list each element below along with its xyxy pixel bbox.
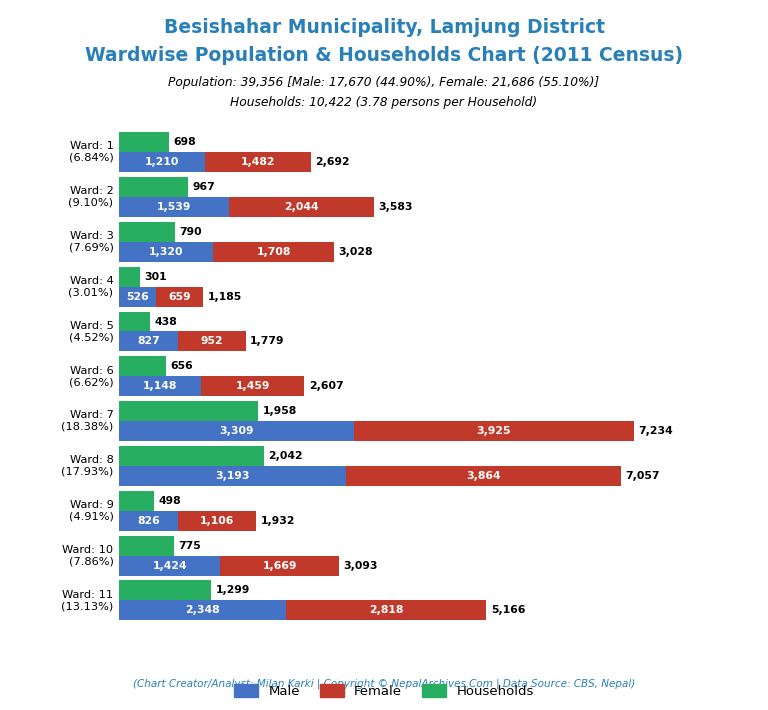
Text: 438: 438 — [154, 317, 177, 327]
Bar — [178, 332, 246, 351]
Bar — [205, 152, 310, 172]
Text: 1,424: 1,424 — [152, 560, 187, 571]
Bar — [119, 267, 141, 287]
Text: 3,583: 3,583 — [378, 202, 412, 212]
Text: Population: 39,356 [Male: 17,670 (44.90%), Female: 21,686 (55.10%)]: Population: 39,356 [Male: 17,670 (44.90%… — [168, 76, 600, 89]
Text: 3,193: 3,193 — [215, 471, 250, 481]
Bar — [119, 601, 286, 621]
Text: 1,932: 1,932 — [260, 515, 295, 525]
Bar — [119, 242, 213, 262]
Bar — [157, 287, 204, 307]
Bar — [119, 401, 258, 421]
Text: 7,234: 7,234 — [638, 426, 673, 436]
Text: (Chart Creator/Analyst: Milan Karki | Copyright © NepalArchives.Com | Data Sourc: (Chart Creator/Analyst: Milan Karki | Co… — [133, 678, 635, 689]
Text: 1,482: 1,482 — [240, 157, 275, 167]
Text: 2,044: 2,044 — [284, 202, 319, 212]
Text: 656: 656 — [170, 361, 193, 371]
Text: Households: 10,422 (3.78 persons per Household): Households: 10,422 (3.78 persons per Hou… — [230, 96, 538, 109]
Text: 1,669: 1,669 — [263, 560, 297, 571]
Bar — [220, 556, 339, 576]
Text: Wardwise Population & Households Chart (2011 Census): Wardwise Population & Households Chart (… — [85, 46, 683, 65]
Text: 1,106: 1,106 — [200, 515, 234, 525]
Text: 526: 526 — [127, 292, 149, 302]
Text: 659: 659 — [169, 292, 191, 302]
Text: 3,028: 3,028 — [339, 247, 373, 257]
Bar — [119, 287, 157, 307]
Text: 3,864: 3,864 — [466, 471, 501, 481]
Legend: Male, Female, Households: Male, Female, Households — [229, 679, 539, 704]
Text: 790: 790 — [180, 227, 202, 237]
Bar — [346, 466, 621, 486]
Bar — [119, 376, 200, 396]
Bar — [119, 466, 346, 486]
Text: 1,299: 1,299 — [216, 586, 250, 596]
Text: 952: 952 — [200, 337, 223, 346]
Text: 2,818: 2,818 — [369, 606, 403, 616]
Bar — [119, 152, 205, 172]
Text: 1,539: 1,539 — [157, 202, 191, 212]
Text: 1,459: 1,459 — [236, 381, 270, 391]
Bar — [119, 491, 154, 510]
Text: 1,708: 1,708 — [257, 247, 291, 257]
Bar — [229, 197, 374, 217]
Text: 1,148: 1,148 — [143, 381, 177, 391]
Bar — [119, 446, 264, 466]
Text: 826: 826 — [137, 515, 160, 525]
Text: 1,320: 1,320 — [149, 247, 184, 257]
Bar — [119, 535, 174, 556]
Text: 1,779: 1,779 — [250, 337, 284, 346]
Bar — [213, 242, 334, 262]
Bar — [119, 356, 166, 376]
Bar — [119, 197, 229, 217]
Text: 1,185: 1,185 — [207, 292, 242, 302]
Text: 2,692: 2,692 — [315, 157, 349, 167]
Bar — [119, 222, 175, 242]
Bar — [119, 581, 211, 601]
Text: 2,042: 2,042 — [269, 451, 303, 461]
Text: Besishahar Municipality, Lamjung District: Besishahar Municipality, Lamjung Distric… — [164, 18, 604, 37]
Text: 827: 827 — [137, 337, 160, 346]
Bar — [177, 510, 257, 530]
Text: 775: 775 — [178, 540, 201, 551]
Bar — [119, 332, 178, 351]
Text: 3,309: 3,309 — [220, 426, 254, 436]
Bar — [119, 132, 169, 152]
Bar — [119, 510, 177, 530]
Text: 7,057: 7,057 — [625, 471, 660, 481]
Text: 498: 498 — [159, 496, 181, 506]
Bar — [119, 312, 151, 332]
Text: 698: 698 — [173, 137, 196, 147]
Text: 3,925: 3,925 — [477, 426, 511, 436]
Bar — [286, 601, 486, 621]
Bar — [119, 421, 354, 441]
Text: 3,093: 3,093 — [343, 560, 378, 571]
Text: 1,210: 1,210 — [145, 157, 179, 167]
Text: 967: 967 — [192, 182, 215, 192]
Bar — [200, 376, 304, 396]
Bar — [354, 421, 634, 441]
Bar — [119, 556, 220, 576]
Text: 5,166: 5,166 — [491, 606, 525, 616]
Text: 1,958: 1,958 — [263, 406, 296, 416]
Text: 2,607: 2,607 — [309, 381, 343, 391]
Bar — [119, 177, 188, 197]
Text: 2,348: 2,348 — [185, 606, 220, 616]
Text: 301: 301 — [144, 272, 167, 282]
